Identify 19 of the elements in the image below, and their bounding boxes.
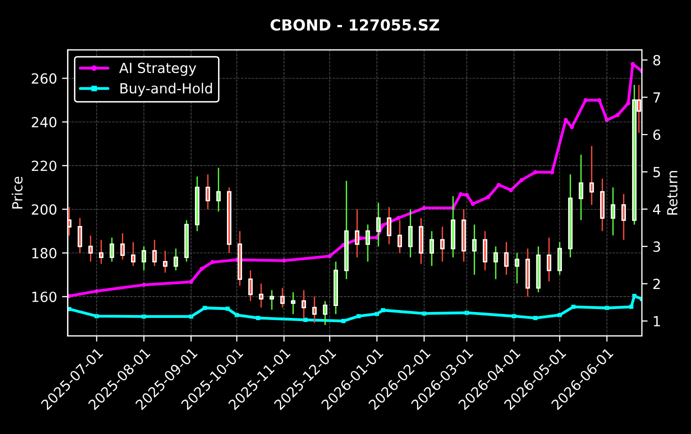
legend-label: AI Strategy [119,62,196,76]
y2-tick-label: 4 [653,204,660,214]
y2-tick-label: 3 [653,241,660,252]
y2-axis-title: Return [667,171,678,215]
y-tick-label: 200 [32,204,56,215]
y-tick-label: 240 [32,116,56,128]
y-tick-label: 180 [32,248,56,258]
y-tick-label: 260 [32,73,56,84]
chart-title: CBOND - 127055.SZ [270,19,440,31]
y2-tick-label: 7 [653,92,660,103]
y-tick-label: 220 [32,160,56,172]
y2-tick-label: 2 [653,278,660,289]
y2-tick-label: 1 [654,316,660,326]
y2-tick-label: 6 [653,130,660,140]
y-tick-label: 160 [32,292,56,302]
y2-tick-label: 5 [653,166,660,178]
legend-label: Buy-and-Hold [120,82,212,96]
y-axis-title: Price [12,176,23,208]
y2-tick-label: 8 [653,54,660,66]
